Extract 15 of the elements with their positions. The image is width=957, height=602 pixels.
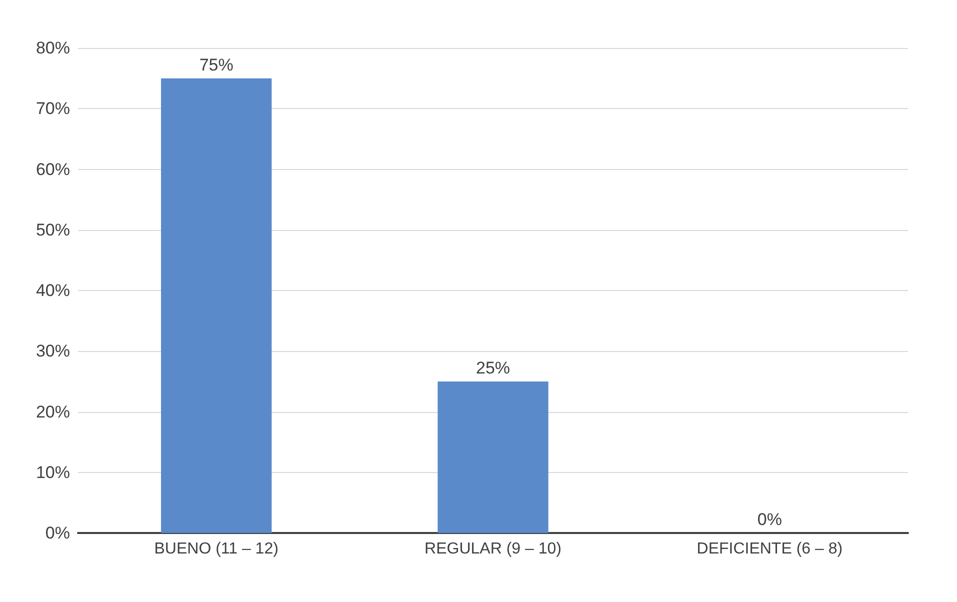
y-tick-label: 60% bbox=[36, 160, 70, 179]
y-tick-label: 70% bbox=[36, 99, 70, 118]
data-label: 75% bbox=[199, 55, 234, 74]
y-tick-label: 30% bbox=[36, 342, 70, 361]
y-tick-label: 40% bbox=[36, 281, 70, 300]
y-tick-label: 10% bbox=[36, 462, 70, 482]
x-tick-label: BUENO (11 – 12) bbox=[154, 540, 278, 558]
y-tick-label: 80% bbox=[36, 38, 70, 58]
y-tick-label: 0% bbox=[45, 524, 70, 542]
y-tick-label: 50% bbox=[36, 220, 70, 240]
x-tick-label: DEFICIENTE (6 – 8) bbox=[696, 540, 843, 558]
data-label: 25% bbox=[476, 358, 510, 378]
data-label: 0% bbox=[757, 510, 782, 529]
y-tick-label: 20% bbox=[36, 402, 70, 422]
x-tick-label: REGULAR (9 – 10) bbox=[424, 540, 562, 558]
